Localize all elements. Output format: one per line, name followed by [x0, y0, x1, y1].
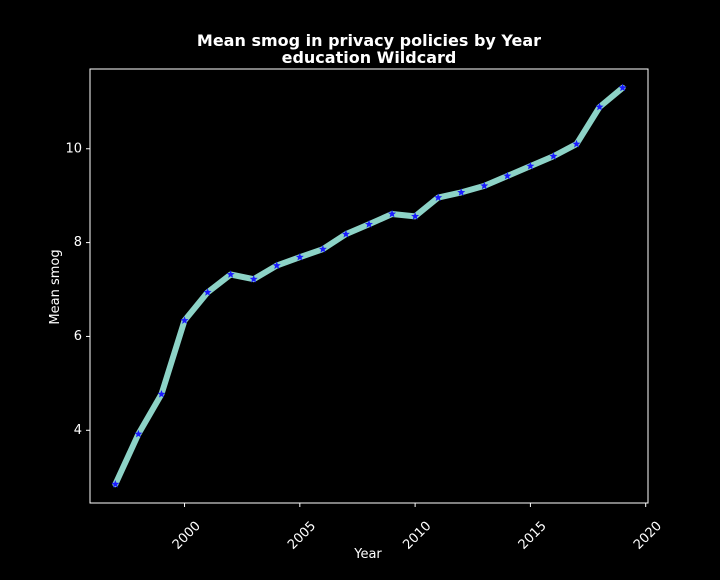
x-axis-label: Year	[353, 547, 382, 562]
data-point-marker	[526, 161, 535, 170]
data-point-marker	[111, 480, 120, 488]
data-point-marker	[180, 316, 189, 324]
data-point-marker	[249, 275, 258, 283]
data-point-marker	[365, 220, 373, 228]
data-point-marker	[295, 252, 304, 261]
data-point-marker	[480, 181, 489, 190]
data-point-marker	[503, 171, 512, 180]
y-tick-label: 8	[74, 235, 82, 250]
data-point-marker	[226, 270, 235, 278]
data-point-marker	[457, 188, 466, 196]
data-point-marker	[618, 83, 627, 92]
data-point-marker	[595, 102, 604, 111]
data-point-marker	[157, 389, 166, 398]
y-tick-label: 10	[65, 141, 82, 156]
data-point-marker	[318, 244, 327, 253]
y-axis-label: Mean smog	[48, 249, 63, 324]
chart-title-line-2: education Wildcard	[282, 48, 457, 67]
data-point-marker	[341, 229, 350, 238]
y-tick-label: 4	[74, 423, 82, 438]
data-point-marker	[549, 152, 558, 160]
y-tick-label: 6	[74, 329, 82, 344]
data-point-marker	[411, 212, 420, 220]
data-point-marker	[134, 429, 143, 438]
data-point-marker	[203, 288, 212, 296]
data-point-marker	[388, 209, 397, 218]
plot-area	[111, 83, 627, 488]
chart-title-line-1: Mean smog in privacy policies by Year	[197, 31, 541, 50]
y-axis-ticks: 4 6 8 10	[65, 141, 90, 438]
data-point-marker	[572, 139, 581, 148]
data-point-marker	[272, 261, 281, 269]
axes-frame	[89, 68, 649, 504]
data-point-marker	[434, 193, 443, 201]
